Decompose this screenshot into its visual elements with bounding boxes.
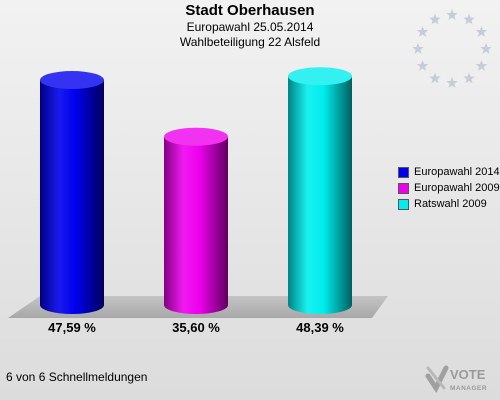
- logo-text-manager: MANAGER: [450, 385, 487, 392]
- value-label-europawahl-2009: 35,60 %: [172, 320, 220, 335]
- star-icon: [475, 26, 488, 37]
- eu-stars-icon: [412, 9, 492, 88]
- star-icon: [463, 13, 475, 25]
- legend-label: Europawahl 2014: [414, 165, 500, 178]
- star-icon: [416, 60, 429, 71]
- legend-item-europawahl-2009: Europawahl 2009: [398, 180, 500, 196]
- legend-swatch: [398, 166, 409, 178]
- star-icon: [480, 43, 492, 54]
- legend-label: Ratswahl 2009: [414, 197, 487, 210]
- legend-label: Europawahl 2009: [414, 181, 500, 194]
- chart-header: Stadt Oberhausen Europawahl 25.05.2014 W…: [0, 2, 500, 50]
- bar-body: [164, 136, 228, 314]
- legend: Europawahl 2014 Europawahl 2009 Ratswahl…: [398, 164, 500, 212]
- star-icon: [475, 60, 488, 71]
- bar-top: [164, 127, 228, 146]
- star-icon: [429, 72, 441, 84]
- votemanager-logo[interactable]: VOTE MANAGER: [424, 362, 498, 396]
- star-icon: [446, 9, 458, 20]
- legend-item-europawahl-2014: Europawahl 2014: [398, 164, 500, 180]
- star-icon: [446, 77, 458, 88]
- star-icon: [463, 72, 475, 84]
- star-icon: [429, 13, 441, 25]
- footer-status: 6 von 6 Schnellmeldungen: [6, 370, 148, 384]
- bar-body: [40, 80, 104, 315]
- legend-item-ratswahl-2009: Ratswahl 2009: [398, 196, 500, 212]
- legend-swatch: [398, 198, 409, 210]
- bar-top: [40, 71, 104, 90]
- chart-title: Stadt Oberhausen: [185, 2, 315, 19]
- chart-subtitle-election: Europawahl 25.05.2014: [186, 20, 314, 34]
- bar-europawahl-2014: [40, 71, 104, 315]
- chart-subtitle-turnout: Wahlbeteiligung 22 Alsfeld: [179, 35, 321, 49]
- star-icon: [412, 43, 424, 54]
- value-label-ratswahl-2009: 48,39 %: [296, 320, 344, 335]
- logo-text-vote: VOTE: [450, 367, 486, 382]
- value-label-europawahl-2014: 47,59 %: [48, 320, 96, 335]
- bar-body: [288, 76, 352, 314]
- bar-ratswahl-2009: [288, 67, 352, 314]
- bar-top: [288, 67, 352, 86]
- bar-europawahl-2009: [164, 127, 228, 314]
- bars-group: [40, 67, 352, 315]
- legend-swatch: [398, 182, 409, 194]
- check-mark-icon: [425, 365, 449, 393]
- star-icon: [416, 26, 429, 37]
